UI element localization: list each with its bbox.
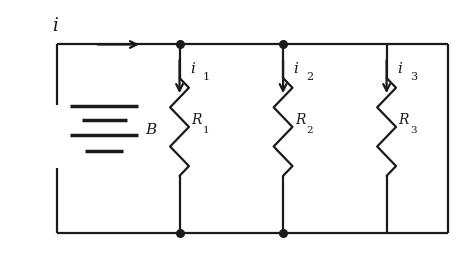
Text: i: i: [397, 62, 402, 76]
Text: i: i: [190, 62, 195, 76]
Text: 1: 1: [203, 72, 210, 82]
Text: 3: 3: [410, 126, 417, 135]
Text: R: R: [191, 113, 202, 127]
Text: 1: 1: [203, 126, 210, 135]
Text: i: i: [52, 17, 58, 35]
Text: 3: 3: [410, 72, 417, 82]
Text: R: R: [295, 113, 305, 127]
Text: 2: 2: [307, 126, 313, 135]
Text: 2: 2: [307, 72, 314, 82]
Text: R: R: [398, 113, 409, 127]
Text: i: i: [294, 62, 298, 76]
Text: B: B: [146, 123, 157, 136]
